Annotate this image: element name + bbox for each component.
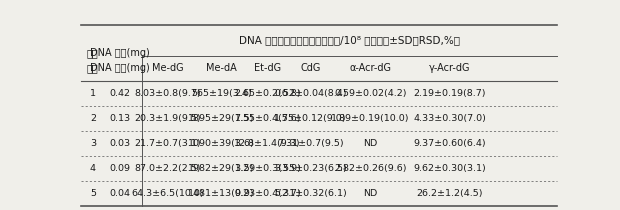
Text: 1: 1 [90, 89, 96, 98]
Text: 0.03: 0.03 [109, 139, 130, 148]
Text: 565±19(3.4): 565±19(3.4) [192, 89, 252, 98]
Text: 0.04: 0.04 [109, 189, 130, 198]
Text: 1.89±0.19(10.0): 1.89±0.19(10.0) [331, 114, 410, 123]
Text: Me-dA: Me-dA [206, 63, 237, 73]
Text: CdG: CdG [300, 63, 321, 73]
Text: 1895±29(1.5): 1895±29(1.5) [188, 114, 255, 123]
Text: 3.29±0.3(3.9): 3.29±0.3(3.9) [234, 164, 301, 173]
Text: 1481±13(0.9): 1481±13(0.9) [188, 189, 255, 198]
Text: Et-dG: Et-dG [254, 63, 281, 73]
Text: 2: 2 [90, 114, 96, 123]
Text: DNA 含量(mg): DNA 含量(mg) [90, 48, 149, 58]
Text: 0.09: 0.09 [109, 164, 130, 173]
Text: 7.31±0.7(9.5): 7.31±0.7(9.5) [277, 139, 344, 148]
Text: 12.8±1.4(9.3): 12.8±1.4(9.3) [234, 139, 301, 148]
Text: 3.55±0.23(6.5): 3.55±0.23(6.5) [274, 164, 347, 173]
Text: 20.3±1.9(9.5): 20.3±1.9(9.5) [135, 114, 201, 123]
Text: 0.13: 0.13 [109, 114, 130, 123]
Text: 2.65±0.2(6.8): 2.65±0.2(6.8) [234, 89, 301, 98]
Text: 9.23±0.4(2.7): 9.23±0.4(2.7) [234, 189, 301, 198]
Text: 7.55±0.4(5.6): 7.55±0.4(5.6) [234, 114, 301, 123]
Text: 0.52±0.04(8.4): 0.52±0.04(8.4) [274, 89, 347, 98]
Text: 5: 5 [90, 189, 96, 198]
Text: 1090±39(3.6): 1090±39(3.6) [188, 139, 255, 148]
Text: 4.33±0.30(7.0): 4.33±0.30(7.0) [414, 114, 486, 123]
Text: 5.31±0.32(6.1): 5.31±0.32(6.1) [274, 189, 347, 198]
Text: 21.7±0.7(3.1): 21.7±0.7(3.1) [135, 139, 201, 148]
Text: 3: 3 [90, 139, 96, 148]
Text: 8.03±0.8(9.7): 8.03±0.8(9.7) [135, 89, 201, 98]
Text: 2.82±0.26(9.6): 2.82±0.26(9.6) [334, 164, 407, 173]
Text: 9.62±0.30(3.1): 9.62±0.30(3.1) [414, 164, 486, 173]
Text: 64.3±6.5(10.0): 64.3±6.5(10.0) [131, 189, 204, 198]
Text: 87.0±2.2(2.5): 87.0±2.2(2.5) [135, 164, 201, 173]
Text: 1982±29(1.5): 1982±29(1.5) [188, 164, 255, 173]
Text: 序号: 序号 [87, 48, 99, 58]
Text: Me-dG: Me-dG [152, 63, 184, 73]
Text: α-Acr-dG: α-Acr-dG [350, 63, 392, 73]
Text: 26.2±1.2(4.5): 26.2±1.2(4.5) [417, 189, 483, 198]
Text: 1.75±0.12(9.0): 1.75±0.12(9.0) [274, 114, 347, 123]
Text: 4: 4 [90, 164, 96, 173]
Text: 序号: 序号 [87, 63, 99, 73]
Text: 9.37±0.60(6.4): 9.37±0.60(6.4) [414, 139, 486, 148]
Text: 0.42: 0.42 [109, 89, 130, 98]
Text: 2.19±0.19(8.7): 2.19±0.19(8.7) [414, 89, 486, 98]
Text: DNA 加合物的平均含量（加合物/10⁸ 核苷酸）±SD（RSD,%）: DNA 加合物的平均含量（加合物/10⁸ 核苷酸）±SD（RSD,%） [239, 35, 460, 46]
Text: DNA 含量(mg): DNA 含量(mg) [90, 63, 149, 73]
Text: ND: ND [363, 189, 378, 198]
Text: ND: ND [363, 139, 378, 148]
Text: γ-Acr-dG: γ-Acr-dG [429, 63, 471, 73]
Text: 0.59±0.02(4.2): 0.59±0.02(4.2) [334, 89, 407, 98]
